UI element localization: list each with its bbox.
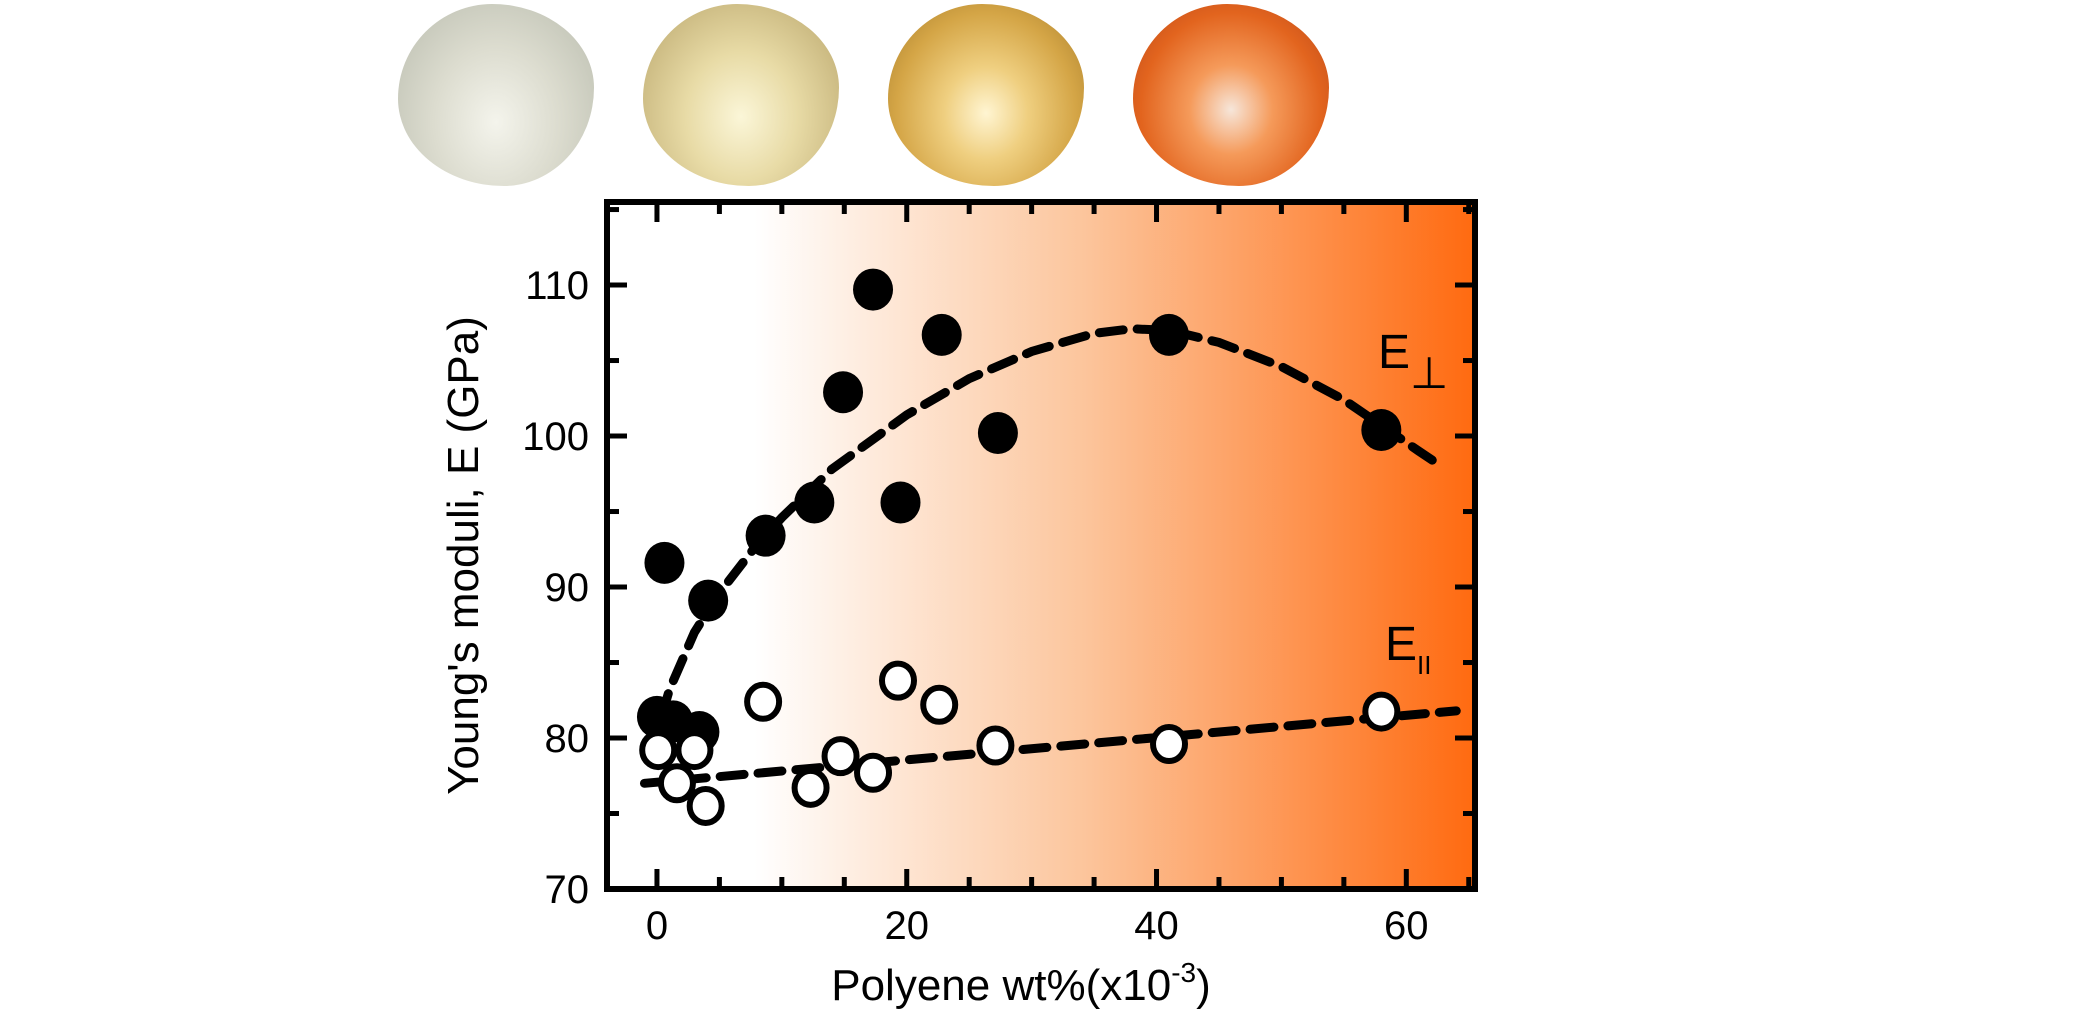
- x-axis-title-close: ): [1196, 961, 1211, 1010]
- data-point-parallel: [1150, 724, 1189, 765]
- series-label-perpendicular-sub: ⊥: [1410, 349, 1448, 398]
- y-axis-title: Young's moduli, E (GPa): [439, 316, 488, 795]
- data-point-perpendicular: [880, 481, 921, 524]
- data-point-perpendicular: [823, 371, 864, 414]
- sample-photo-orange: [1133, 4, 1329, 186]
- y-tick-label: 100: [522, 415, 589, 459]
- y-tick-label: 70: [545, 868, 590, 912]
- series-label-parallel-sub: II: [1417, 650, 1431, 680]
- series-label-parallel: EII: [1385, 618, 1431, 680]
- data-point-perpendicular: [688, 579, 729, 622]
- data-point-parallel: [744, 681, 783, 722]
- x-tick-label: 60: [1384, 904, 1429, 948]
- series-label-perpendicular-main: E: [1378, 326, 1410, 379]
- fit-curve-parallel: [639, 706, 1461, 788]
- x-tick-label: 0: [646, 904, 668, 948]
- data-point-parallel: [920, 684, 959, 725]
- sample-photo-colorless: [398, 4, 594, 186]
- data-point-parallel: [821, 736, 860, 777]
- data-point-perpendicular: [794, 481, 835, 524]
- data-point-parallel: [878, 660, 917, 701]
- data-point-perpendicular: [853, 268, 894, 311]
- data-point-parallel: [675, 730, 714, 771]
- plot-frame: [604, 199, 1478, 892]
- y-tick-label: 80: [545, 717, 590, 761]
- data-point-parallel: [791, 767, 830, 808]
- data-point-parallel: [854, 752, 893, 793]
- data-point-perpendicular: [921, 313, 962, 356]
- series-label-parallel-main: E: [1385, 618, 1417, 671]
- y-tick-label: 90: [545, 566, 590, 610]
- data-point-parallel: [657, 763, 696, 804]
- data-point-perpendicular: [644, 541, 685, 584]
- x-axis-title-main: Polyene wt%(x10: [831, 961, 1171, 1010]
- x-tick-label: 40: [1134, 904, 1179, 948]
- data-point-parallel: [639, 730, 678, 771]
- data-point-perpendicular: [745, 514, 786, 557]
- x-axis-title-exponent: -3: [1171, 957, 1196, 988]
- series-label-perpendicular: E⊥: [1378, 326, 1448, 398]
- data-point-perpendicular: [1361, 408, 1402, 451]
- data-point-parallel: [976, 725, 1015, 766]
- data-point-perpendicular: [977, 412, 1018, 455]
- x-axis-title: Polyene wt%(x10-3): [831, 957, 1211, 1010]
- sample-photo-golden: [888, 4, 1084, 186]
- y-tick-label: 110: [525, 264, 589, 308]
- data-point-parallel: [1362, 691, 1401, 732]
- plot-background: [607, 202, 1475, 889]
- data-point-perpendicular: [1149, 313, 1190, 356]
- data-point-parallel: [686, 785, 725, 826]
- x-tick-label: 20: [884, 904, 929, 948]
- sample-photo-pale-yellow: [643, 4, 839, 186]
